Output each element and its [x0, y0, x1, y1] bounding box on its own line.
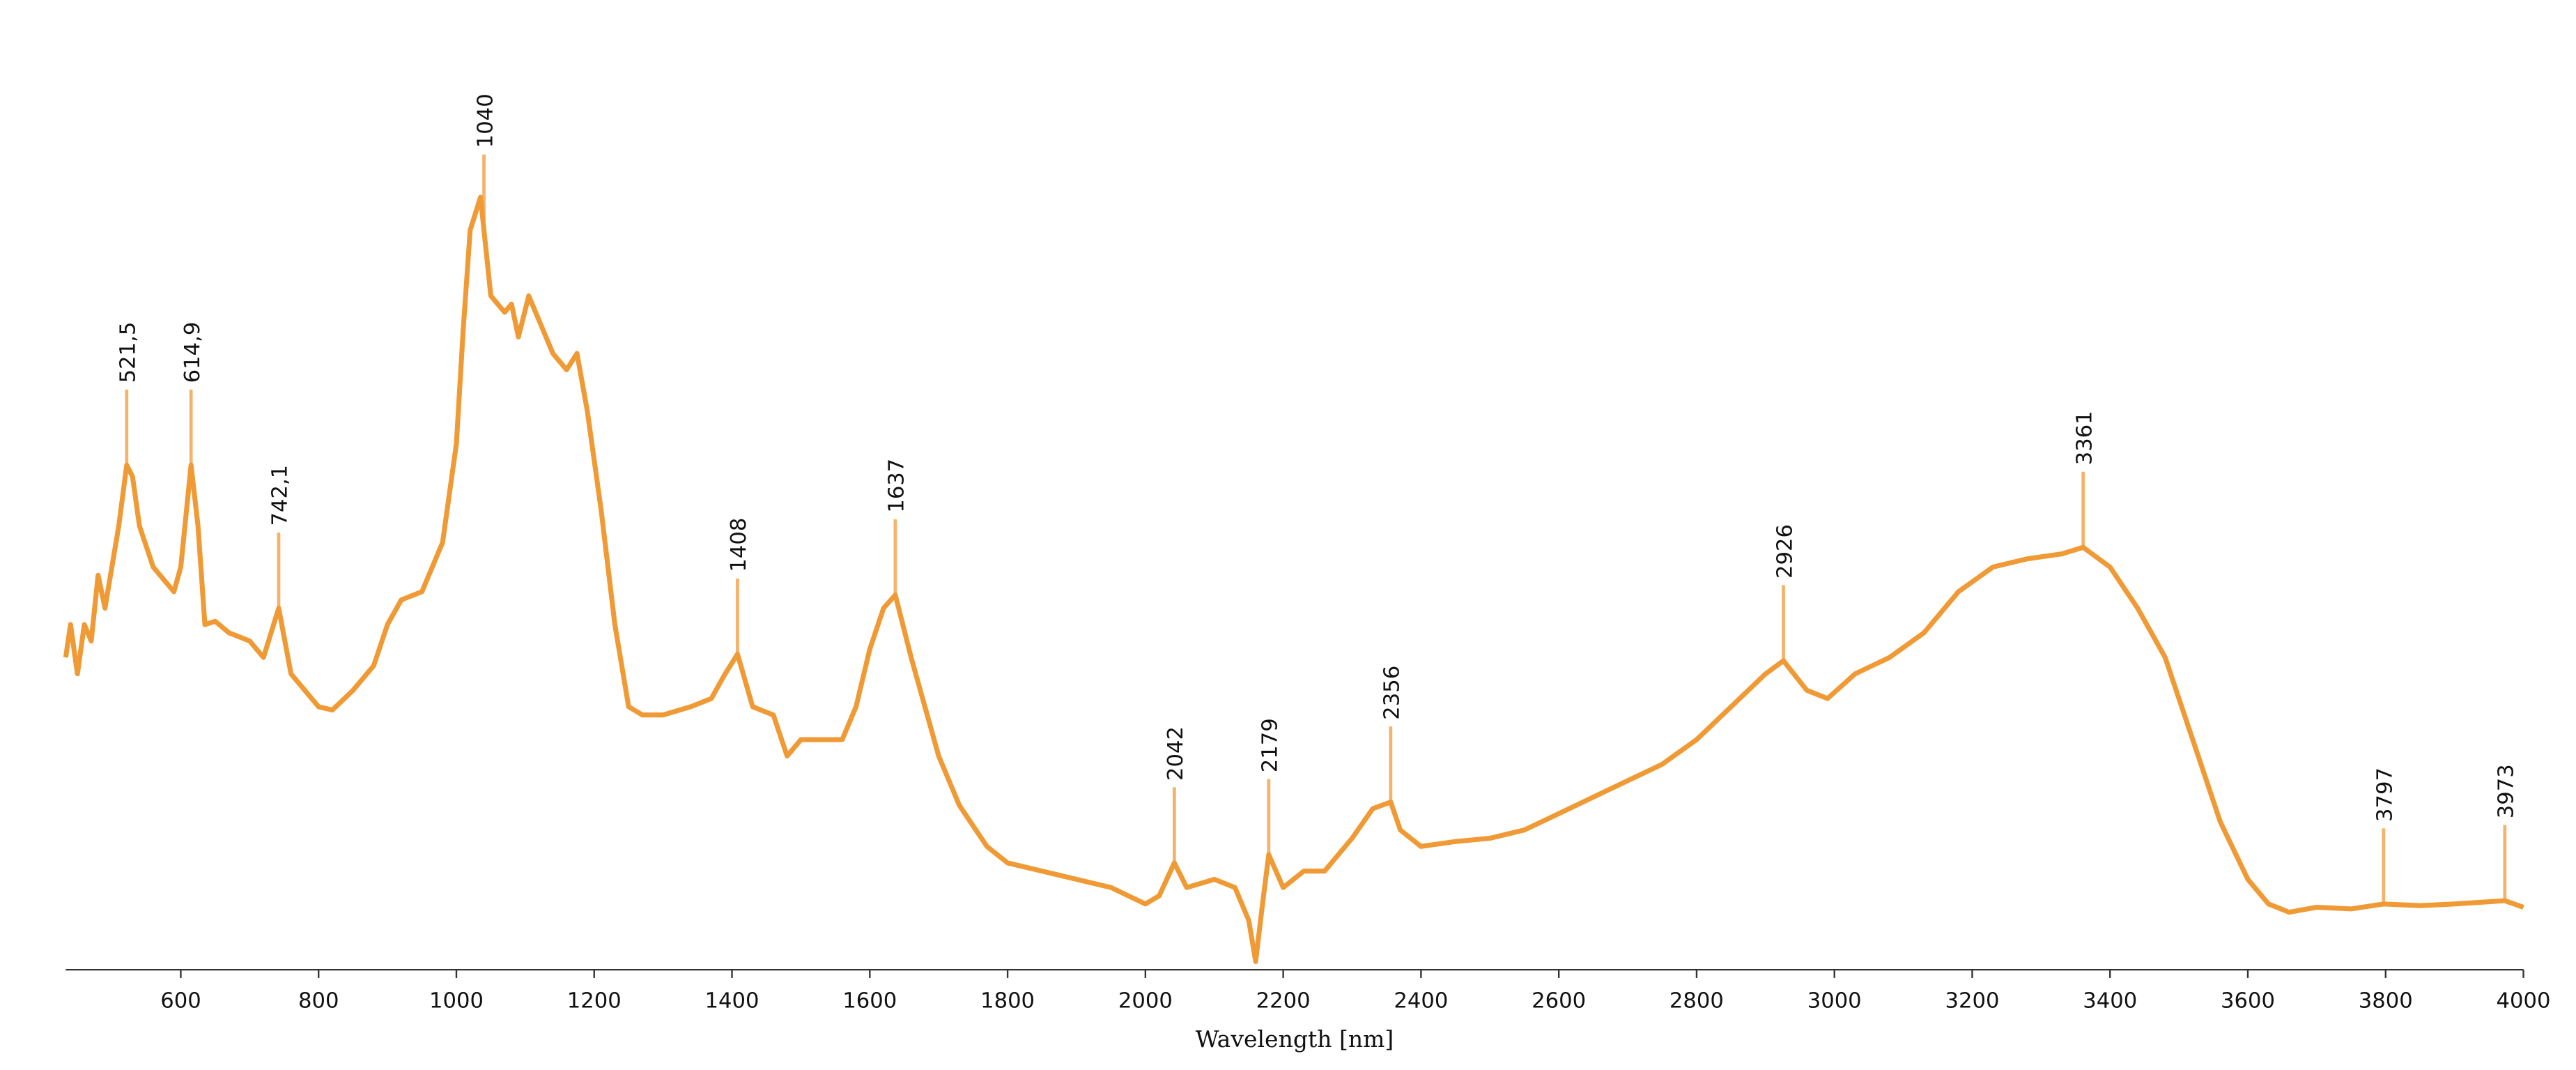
x-tick-label: 1800 [980, 988, 1035, 1013]
spectrum-line [63, 194, 2524, 964]
peak-label: 1408 [727, 518, 751, 572]
peak-label: 2179 [1258, 718, 1283, 772]
peak-label: 1040 [473, 93, 498, 148]
peak-label: 3797 [2373, 767, 2398, 822]
peak-label: 2356 [1380, 666, 1405, 720]
x-tick-label: 3000 [1807, 988, 1862, 1013]
x-tick-label: 3800 [2359, 988, 2413, 1013]
x-tick-label: 600 [160, 988, 201, 1013]
x-tick-label: 2200 [1256, 988, 1311, 1013]
peak-label: 3361 [2072, 411, 2097, 465]
x-tick-label: 1400 [705, 988, 759, 1013]
peak-label: 2042 [1164, 726, 1188, 781]
x-tick-label: 1000 [429, 988, 484, 1013]
x-tick-label: 2000 [1118, 988, 1173, 1013]
peak-label: 1637 [885, 459, 909, 513]
peak-label: 742,1 [268, 465, 293, 526]
x-tick-label: 2800 [1669, 988, 1724, 1013]
x-tick-label: 3600 [2221, 988, 2275, 1013]
peak-label: 3973 [2494, 764, 2519, 818]
x-tick-label: 3400 [2083, 988, 2137, 1013]
x-tick-label: 4000 [2497, 988, 2551, 1013]
x-tick-label: 2400 [1394, 988, 1448, 1013]
x-tick-label: 1600 [842, 988, 897, 1013]
x-tick-label: 800 [298, 988, 339, 1013]
x-tick-label: 3200 [1945, 988, 1999, 1013]
x-axis-title: Wavelength [nm] [1196, 1025, 1394, 1053]
x-tick-label: 1200 [567, 988, 622, 1013]
peak-label: 521,5 [116, 322, 141, 383]
peak-label: 2926 [1773, 524, 1797, 579]
x-tick-label: 2600 [1532, 988, 1586, 1013]
peak-label: 614,9 [180, 322, 205, 383]
